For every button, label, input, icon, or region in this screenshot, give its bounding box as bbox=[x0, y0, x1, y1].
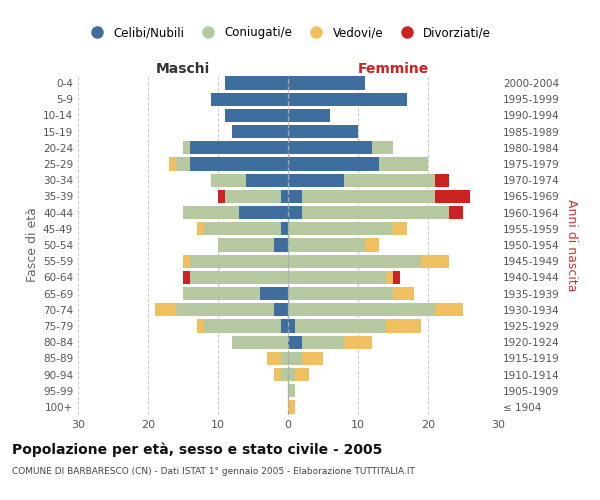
Bar bbox=[281, 222, 288, 235]
Bar bbox=[211, 92, 288, 106]
Text: Maschi: Maschi bbox=[156, 62, 210, 76]
Bar bbox=[288, 384, 295, 398]
Bar bbox=[190, 141, 288, 154]
Bar bbox=[225, 190, 281, 203]
Bar bbox=[372, 141, 393, 154]
Bar bbox=[295, 368, 309, 381]
Bar bbox=[246, 174, 288, 187]
Bar bbox=[421, 254, 449, 268]
Bar bbox=[302, 206, 449, 220]
Bar bbox=[365, 238, 379, 252]
Bar bbox=[288, 287, 393, 300]
Bar bbox=[288, 158, 379, 170]
Bar bbox=[183, 254, 190, 268]
Bar bbox=[288, 92, 407, 106]
Bar bbox=[197, 320, 204, 332]
Bar bbox=[288, 190, 302, 203]
Bar bbox=[288, 238, 365, 252]
Bar bbox=[274, 303, 288, 316]
Bar bbox=[260, 287, 288, 300]
Bar bbox=[288, 254, 421, 268]
Bar bbox=[176, 158, 190, 170]
Bar bbox=[204, 222, 281, 235]
Bar bbox=[183, 287, 260, 300]
Bar bbox=[281, 190, 288, 203]
Text: Popolazione per età, sesso e stato civile - 2005: Popolazione per età, sesso e stato civil… bbox=[12, 442, 382, 457]
Bar bbox=[288, 320, 295, 332]
Bar bbox=[288, 336, 302, 349]
Bar bbox=[281, 320, 288, 332]
Bar bbox=[302, 190, 435, 203]
Bar bbox=[183, 270, 190, 284]
Bar bbox=[211, 174, 246, 187]
Bar bbox=[176, 303, 274, 316]
Bar bbox=[288, 222, 393, 235]
Bar bbox=[190, 270, 288, 284]
Bar bbox=[344, 174, 435, 187]
Bar bbox=[449, 206, 463, 220]
Bar bbox=[204, 320, 281, 332]
Bar bbox=[281, 368, 288, 381]
Bar bbox=[288, 352, 302, 365]
Bar bbox=[288, 174, 344, 187]
Bar bbox=[232, 125, 288, 138]
Text: COMUNE DI BARBARESCO (CN) - Dati ISTAT 1° gennaio 2005 - Elaborazione TUTTITALIA: COMUNE DI BARBARESCO (CN) - Dati ISTAT 1… bbox=[12, 468, 415, 476]
Bar bbox=[435, 174, 449, 187]
Bar bbox=[288, 368, 295, 381]
Bar bbox=[218, 238, 274, 252]
Bar bbox=[288, 206, 302, 220]
Y-axis label: Fasce di età: Fasce di età bbox=[26, 208, 39, 282]
Bar bbox=[393, 287, 414, 300]
Bar bbox=[302, 352, 323, 365]
Legend: Celibi/Nubili, Coniugati/e, Vedovi/e, Divorziati/e: Celibi/Nubili, Coniugati/e, Vedovi/e, Di… bbox=[80, 22, 496, 44]
Bar bbox=[386, 320, 421, 332]
Bar bbox=[197, 222, 204, 235]
Bar bbox=[288, 109, 330, 122]
Bar bbox=[295, 320, 386, 332]
Bar bbox=[393, 222, 407, 235]
Bar bbox=[190, 254, 288, 268]
Text: Femmine: Femmine bbox=[358, 62, 428, 76]
Bar bbox=[435, 303, 463, 316]
Y-axis label: Anni di nascita: Anni di nascita bbox=[565, 198, 578, 291]
Bar bbox=[435, 190, 470, 203]
Bar bbox=[183, 206, 239, 220]
Bar bbox=[155, 303, 176, 316]
Bar bbox=[288, 76, 365, 90]
Bar bbox=[288, 270, 386, 284]
Bar bbox=[344, 336, 372, 349]
Bar bbox=[288, 125, 358, 138]
Bar bbox=[267, 352, 281, 365]
Bar bbox=[288, 303, 435, 316]
Bar bbox=[393, 270, 400, 284]
Bar bbox=[379, 158, 428, 170]
Bar bbox=[218, 190, 225, 203]
Bar bbox=[274, 238, 288, 252]
Bar bbox=[225, 76, 288, 90]
Bar bbox=[190, 158, 288, 170]
Bar bbox=[225, 109, 288, 122]
Bar bbox=[169, 158, 176, 170]
Bar bbox=[386, 270, 393, 284]
Bar bbox=[274, 368, 281, 381]
Bar bbox=[232, 336, 288, 349]
Bar bbox=[183, 141, 190, 154]
Bar bbox=[288, 141, 372, 154]
Bar bbox=[239, 206, 288, 220]
Bar bbox=[288, 400, 295, 413]
Bar bbox=[302, 336, 344, 349]
Bar bbox=[281, 352, 288, 365]
